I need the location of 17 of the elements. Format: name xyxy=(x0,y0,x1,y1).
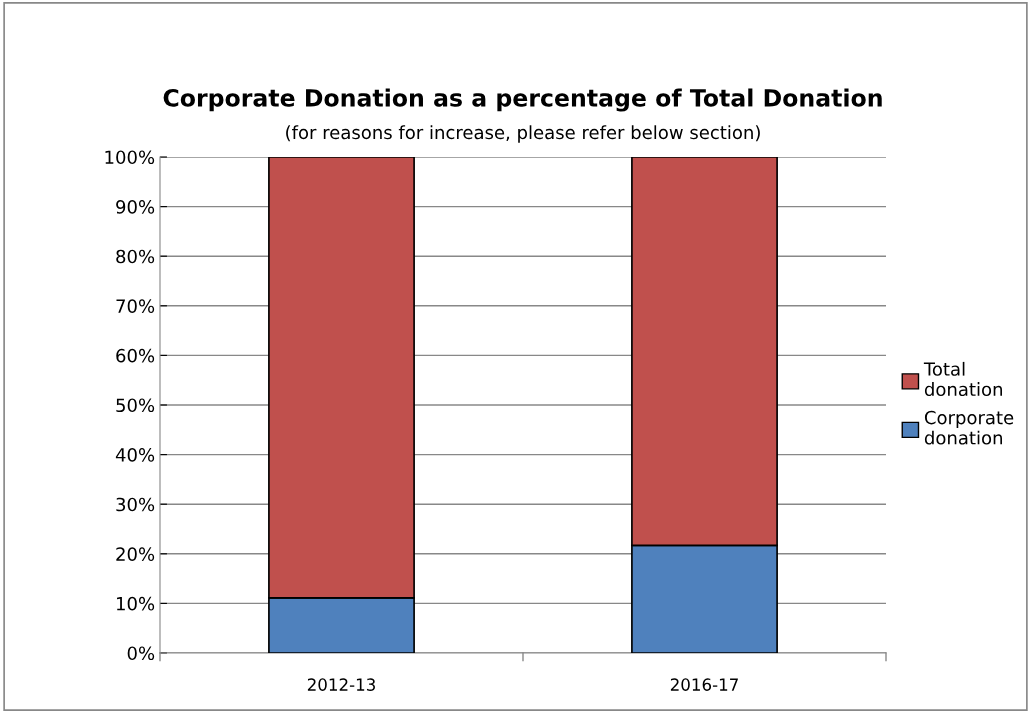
y-tick-label: 70% xyxy=(116,299,155,313)
y-tick-label: 10% xyxy=(116,596,155,611)
chart-subtitle: (for reasons for increase, please refer below section) xyxy=(286,125,760,143)
y-tick-label: 100% xyxy=(105,150,155,165)
y-tick-label: 20% xyxy=(116,547,155,561)
y-tick-label: 90% xyxy=(116,200,155,214)
y-tick-label: 60% xyxy=(116,348,155,363)
x-tick-label: 2012-13 xyxy=(307,678,375,691)
x-tick-label: 2016-17 xyxy=(670,678,738,691)
legend-label: Corporate donation xyxy=(924,410,1014,445)
chart-title: Corporate Donation as a percentage of Total Donation xyxy=(163,88,882,112)
y-tick-label: 30% xyxy=(116,497,155,512)
y-tick-label: 80% xyxy=(116,249,155,264)
y-tick-label: 0% xyxy=(127,646,155,661)
y-tick-label: 40% xyxy=(115,448,155,462)
y-tick-label: 50% xyxy=(116,398,155,413)
legend-label: Total donation xyxy=(923,361,1002,397)
